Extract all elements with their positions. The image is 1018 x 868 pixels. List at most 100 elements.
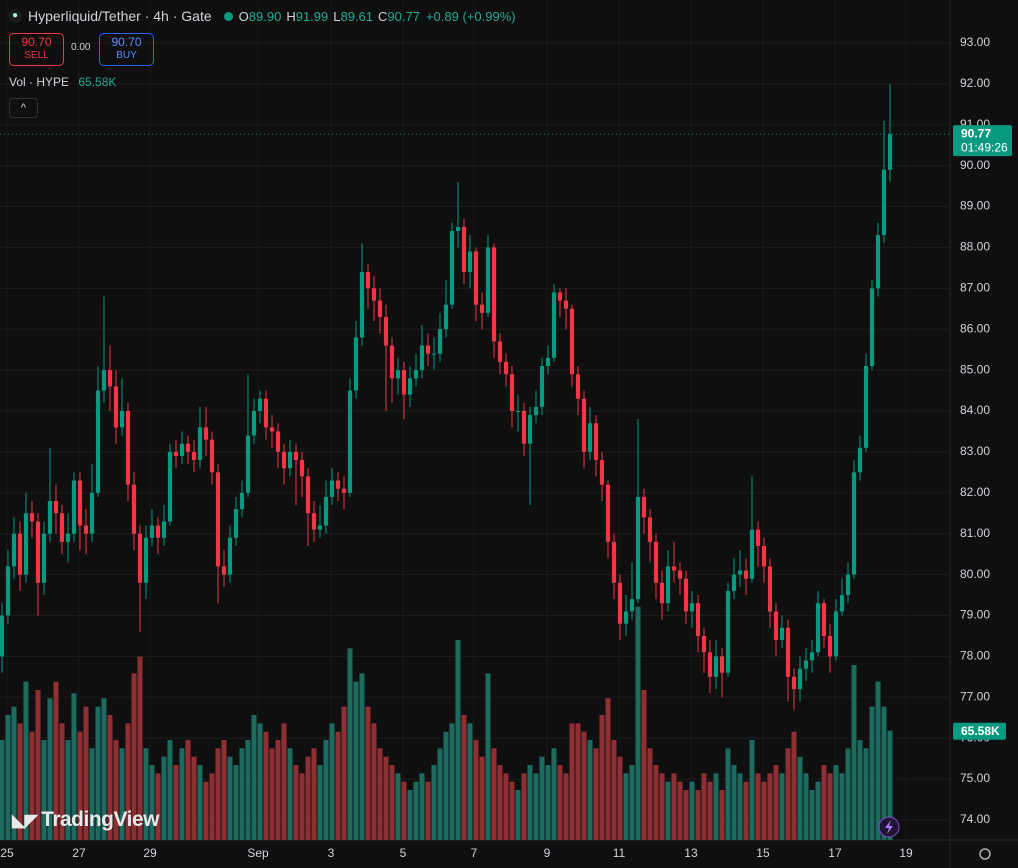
- volume-bar: [761, 781, 767, 840]
- candle-body: [857, 447, 863, 473]
- volume-bar: [29, 731, 35, 840]
- volume-bar: [569, 723, 575, 840]
- candle-body: [743, 570, 749, 579]
- x-tick-label: 19: [899, 846, 913, 860]
- y-tick-label: 78.00: [960, 649, 990, 663]
- candle-body: [569, 308, 575, 375]
- volume-bar: [11, 706, 17, 840]
- sell-button[interactable]: 90.70 SELL: [9, 33, 64, 66]
- volume-bar: [509, 781, 515, 840]
- candle-body: [497, 341, 503, 362]
- candle-body: [533, 406, 539, 416]
- candle-body: [89, 492, 95, 534]
- ohlc-item: L89.61: [333, 9, 373, 24]
- volume-bar: [791, 731, 797, 840]
- volume-bar: [557, 765, 563, 840]
- volume-bar: [773, 765, 779, 840]
- symbol[interactable]: Hyperliquid/Tether · 4h · Gate: [28, 8, 212, 24]
- candle-body: [137, 533, 143, 583]
- volume-bar: [371, 723, 377, 840]
- candle-body: [215, 472, 221, 567]
- candle-body: [887, 134, 893, 170]
- volume-bar: [95, 706, 101, 840]
- candle-body: [53, 500, 59, 514]
- volume-bar: [383, 756, 389, 840]
- candle-body: [443, 304, 449, 330]
- volume-bar: [353, 681, 359, 840]
- candle-body: [23, 513, 29, 575]
- volume-bar: [239, 748, 245, 840]
- candle-body: [749, 529, 755, 579]
- candle-body: [503, 361, 509, 375]
- volume-bar: [233, 765, 239, 840]
- candle-body: [107, 370, 113, 387]
- candle-body: [197, 427, 203, 461]
- buy-button[interactable]: 90.70 BUY: [99, 33, 154, 66]
- candle-body: [77, 480, 83, 526]
- volume-bar: [617, 756, 623, 840]
- volume-bar: [59, 723, 65, 840]
- volume-bar: [89, 748, 95, 840]
- candle-body: [665, 566, 671, 604]
- candle-body: [599, 460, 605, 485]
- candle-body: [389, 345, 395, 379]
- candle-body: [245, 435, 251, 493]
- volume-bar: [839, 773, 845, 840]
- volume-bar: [551, 748, 557, 840]
- x-tick-label: 15: [756, 846, 770, 860]
- volume-bar: [869, 706, 875, 840]
- y-tick-label: 88.00: [960, 240, 990, 254]
- volume-bar: [173, 765, 179, 840]
- candle-body: [701, 635, 707, 653]
- sell-label: SELL: [24, 50, 49, 61]
- collapse-button[interactable]: ^: [9, 98, 38, 118]
- candle-body: [347, 390, 353, 493]
- x-tick-label: 3: [328, 846, 335, 860]
- volume-bar: [689, 781, 695, 840]
- y-tick-label: 77.00: [960, 689, 990, 703]
- volume-bar: [491, 748, 497, 840]
- volume-bar: [179, 748, 185, 840]
- volume-bar: [401, 781, 407, 840]
- x-tick-label: Sep: [247, 846, 269, 860]
- x-tick-label: 27: [72, 846, 86, 860]
- ohlc-key: H: [286, 8, 296, 24]
- candle-body: [83, 525, 89, 534]
- volume-bar: [437, 748, 443, 840]
- volume-bar: [335, 731, 341, 840]
- candle-body: [233, 509, 239, 538]
- volume-bar: [293, 765, 299, 840]
- y-tick-label: 82.00: [960, 485, 990, 499]
- candle-body: [149, 525, 155, 538]
- volume-value: 65.58K: [78, 75, 117, 89]
- volume-name: Vol · HYPE: [9, 75, 70, 89]
- volume-bar: [347, 648, 353, 840]
- volume-bar: [0, 740, 5, 840]
- candle-body: [473, 251, 479, 305]
- volume-legend: Vol · HYPE 65.58K: [9, 75, 116, 89]
- candle-body: [131, 484, 137, 534]
- candle-body: [761, 545, 767, 567]
- ohlc-key: O: [238, 8, 249, 24]
- volume-bar: [359, 673, 365, 840]
- candle-body: [635, 496, 641, 600]
- candle-body: [455, 226, 461, 232]
- candle-body: [623, 611, 629, 624]
- candle-body: [155, 525, 161, 538]
- volume-bar: [647, 748, 653, 840]
- volume-bar: [185, 740, 191, 840]
- y-tick-label: 85.00: [960, 362, 990, 376]
- candle-body: [281, 451, 287, 469]
- volume-bar: [329, 723, 335, 840]
- volume-bar: [827, 773, 833, 840]
- candle-body: [815, 603, 821, 653]
- x-tick-label: 25: [0, 846, 14, 860]
- candle-body: [377, 300, 383, 317]
- volume-bar: [845, 748, 851, 840]
- volume-bar: [197, 765, 203, 840]
- candle-body: [767, 566, 773, 612]
- candle-body: [527, 415, 533, 444]
- candle-body: [179, 443, 185, 456]
